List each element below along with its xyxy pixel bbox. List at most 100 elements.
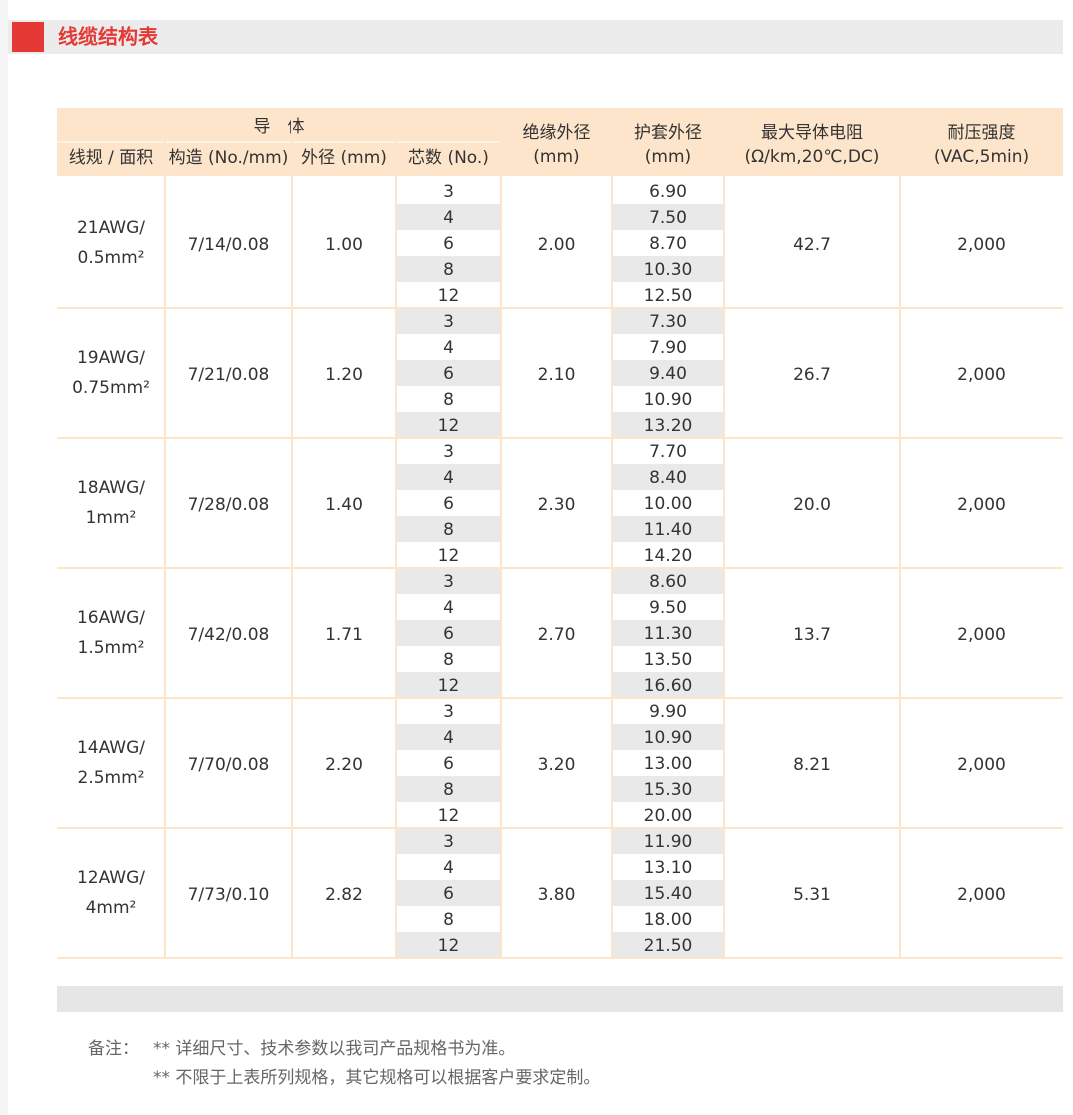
stripe-cell	[612, 308, 724, 334]
stripe-cell	[396, 932, 501, 958]
column-header: 最大导体电阻	[761, 123, 863, 143]
cores: 8	[443, 780, 454, 800]
cores: 8	[443, 390, 454, 410]
jacket-od: 13.50	[644, 650, 693, 670]
structure: 7/21/0.08	[188, 365, 270, 385]
jacket-od: 10.00	[644, 494, 693, 514]
jacket-od: 8.70	[649, 234, 687, 254]
gauge: 16AWG/	[77, 608, 145, 628]
cores: 3	[443, 182, 454, 202]
stripe-cell	[396, 880, 501, 906]
stripe-cell	[612, 516, 724, 542]
stripe-cell	[612, 464, 724, 490]
stripe-cell	[612, 620, 724, 646]
cores: 8	[443, 910, 454, 930]
stripe-cell	[612, 880, 724, 906]
cores: 8	[443, 260, 454, 280]
column-header: (VAC,5min)	[934, 147, 1029, 167]
insulation-od: 2.10	[538, 365, 576, 385]
cores: 4	[443, 208, 454, 228]
cores: 12	[438, 806, 460, 826]
cores: 6	[443, 884, 454, 904]
cores: 6	[443, 364, 454, 384]
stripe-cell	[612, 828, 724, 854]
cores: 4	[443, 728, 454, 748]
column-header: 外径 (mm)	[301, 148, 387, 168]
structure: 7/42/0.08	[188, 625, 270, 645]
jacket-od: 8.40	[649, 468, 687, 488]
jacket-od: 20.00	[644, 806, 693, 826]
jacket-od: 10.30	[644, 260, 693, 280]
column-header: (mm)	[533, 147, 579, 167]
jacket-od: 7.90	[649, 338, 687, 358]
footer-bar	[57, 986, 1063, 1012]
conductor-od: 1.00	[325, 235, 363, 255]
cores: 4	[443, 468, 454, 488]
stripe-cell	[612, 932, 724, 958]
voltage: 2,000	[957, 235, 1006, 255]
cores: 8	[443, 520, 454, 540]
left-edge	[0, 0, 8, 1115]
gauge: 14AWG/	[77, 738, 145, 758]
resistance: 26.7	[793, 365, 831, 385]
table: 导 体线规 / 面积 构造 (No./mm) 外径 (mm) 芯数 (No.) 绝缘外径…	[57, 108, 1063, 959]
resistance: 13.7	[793, 625, 831, 645]
stripe-cell	[396, 308, 501, 334]
cores: 12	[438, 546, 460, 566]
jacket-od: 7.50	[649, 208, 687, 228]
voltage: 2,000	[957, 495, 1006, 515]
jacket-od: 6.90	[649, 182, 687, 202]
jacket-od: 8.60	[649, 572, 687, 592]
jacket-od: 9.50	[649, 598, 687, 618]
column-header: (mm)	[645, 147, 691, 167]
jacket-od: 13.10	[644, 858, 693, 878]
structure: 7/28/0.08	[188, 495, 270, 515]
jacket-od: 18.00	[644, 910, 693, 930]
insulation-od: 2.70	[538, 625, 576, 645]
jacket-od: 11.30	[644, 624, 693, 644]
insulation-od: 2.30	[538, 495, 576, 515]
stripe-cell	[612, 672, 724, 698]
jacket-od: 13.00	[644, 754, 693, 774]
stripe-cell	[612, 776, 724, 802]
conductor-od: 1.20	[325, 365, 363, 385]
cores: 12	[438, 286, 460, 306]
cores: 3	[443, 312, 454, 332]
notes-label: 备注：	[88, 1039, 139, 1059]
gauge: 0.75mm²	[72, 378, 150, 398]
voltage: 2,000	[957, 365, 1006, 385]
cores: 3	[443, 702, 454, 722]
gauge: 1mm²	[86, 508, 137, 528]
gauge: 1.5mm²	[78, 638, 145, 658]
gauge: 4mm²	[86, 898, 137, 918]
stripe-cell	[396, 724, 501, 750]
title-icon	[12, 22, 44, 52]
column-header: 构造 (No./mm)	[169, 148, 289, 168]
group-header: 导 体	[254, 117, 305, 137]
gauge: 18AWG/	[77, 478, 145, 498]
stripe-cell	[612, 204, 724, 230]
conductor-od: 2.20	[325, 755, 363, 775]
cores: 3	[443, 442, 454, 462]
stripe-cell	[396, 776, 501, 802]
jacket-od: 15.30	[644, 780, 693, 800]
jacket-od: 16.60	[644, 676, 693, 696]
stripe-cell	[396, 516, 501, 542]
structure: 7/73/0.10	[188, 885, 270, 905]
structure: 7/70/0.08	[188, 755, 270, 775]
cores: 4	[443, 598, 454, 618]
title: 线缆结构表	[58, 25, 159, 49]
resistance: 8.21	[793, 755, 831, 775]
cores: 3	[443, 832, 454, 852]
column-header: 绝缘外径	[523, 123, 591, 143]
stripe-cell	[612, 724, 724, 750]
gauge: 2.5mm²	[78, 768, 145, 788]
conductor-od: 2.82	[325, 885, 363, 905]
stripe-cell	[612, 256, 724, 282]
jacket-od: 11.40	[644, 520, 693, 540]
column-header: 耐压强度	[948, 123, 1016, 143]
jacket-od: 7.70	[649, 442, 687, 462]
column-header: 护套外径	[634, 123, 702, 143]
jacket-od: 10.90	[644, 390, 693, 410]
